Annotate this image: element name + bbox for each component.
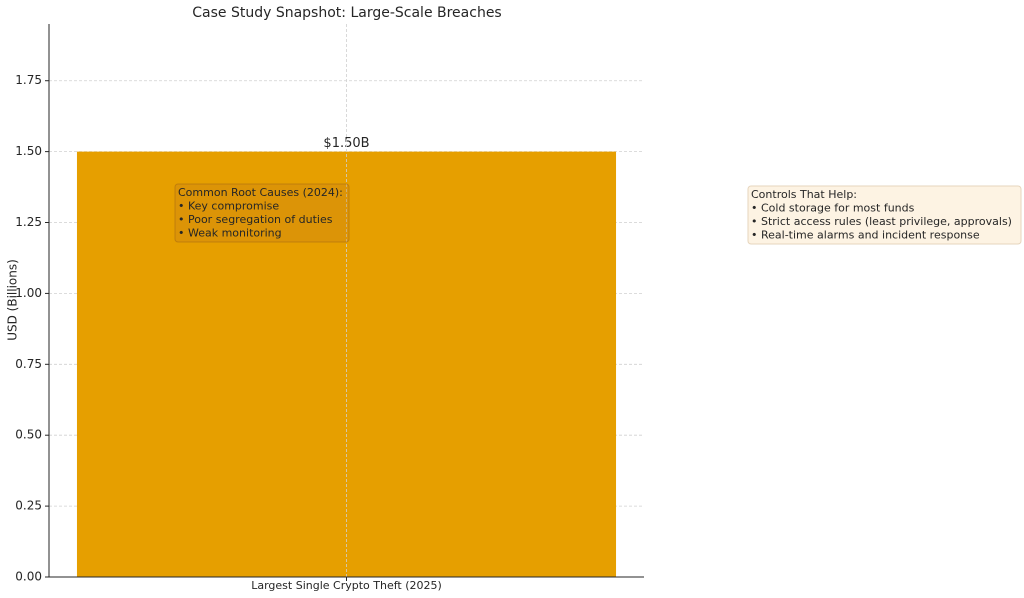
y-tick-label: 1.25 [15,215,42,229]
y-axis-label: USD (Billions) [6,259,20,341]
x-tick-label: Largest Single Crypto Theft (2025) [251,579,442,592]
y-tick-label: 1.75 [15,73,42,87]
y-tick-label: 1.00 [15,286,42,300]
y-tick-label: 1.50 [15,144,42,158]
y-tick-label: 0.75 [15,357,42,371]
annotation-text: • Weak monitoring [178,227,282,240]
annotation-text: Controls That Help: [751,188,857,201]
annotation-text: Common Root Causes (2024): [178,186,343,199]
annotation-text: • Poor segregation of duties [178,213,333,226]
annotation-text: • Strict access rules (least privilege, … [751,215,1012,228]
annotation-text: • Real-time alarms and incident response [751,229,980,242]
annotation-box [747,185,1022,245]
y-tick-label: 0.50 [15,428,42,442]
value-label: $1.50B [323,136,369,151]
chart-title: Case Study Snapshot: Large-Scale Breache… [192,5,501,21]
y-tick-label: 0.25 [15,499,42,513]
annotation-box [174,183,350,243]
y-tick-label: 0.00 [15,570,42,584]
annotation-text: • Key compromise [178,200,279,213]
annotation-text: • Cold storage for most funds [751,202,915,215]
